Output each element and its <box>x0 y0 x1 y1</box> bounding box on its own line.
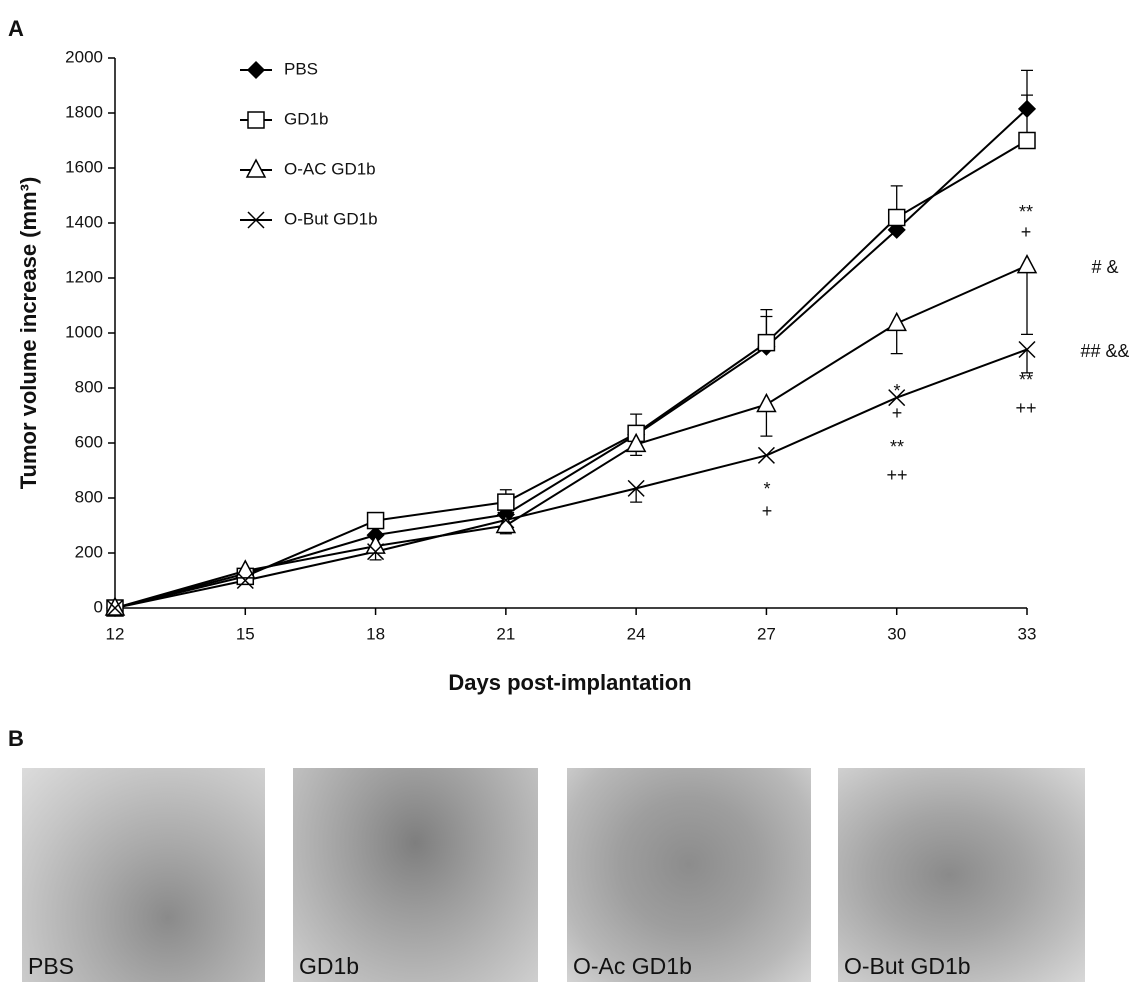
photo-label: O-Ac GD1b <box>573 953 692 979</box>
error-bar <box>630 488 643 503</box>
panel-label: B <box>8 726 24 751</box>
panel-label: A <box>8 16 24 41</box>
marker <box>497 493 515 511</box>
x-tick-label: 21 <box>496 624 515 643</box>
x-tick-label: 15 <box>236 624 255 643</box>
marker <box>367 543 385 561</box>
marker <box>1018 131 1036 150</box>
series-line <box>114 264 1028 609</box>
significance-mark: + <box>1021 222 1032 242</box>
marker <box>756 392 777 413</box>
legend-label: O-AC GD1b <box>284 159 376 178</box>
y-tick-label: 600 <box>75 432 103 451</box>
significance-mark: * <box>763 479 770 499</box>
photo-label: PBS <box>28 953 75 979</box>
legend-label: PBS <box>284 59 318 78</box>
y-tick-label: 1800 <box>65 102 103 121</box>
significance-mark: ## && <box>1080 341 1129 361</box>
legend-marker <box>245 158 267 178</box>
x-tick-label: 30 <box>887 624 906 643</box>
significance-mark: + <box>762 501 773 521</box>
marker <box>627 479 645 497</box>
marker <box>887 208 906 227</box>
marker <box>365 534 386 554</box>
y-tick-label: 1000 <box>65 322 103 341</box>
marker <box>1017 99 1037 118</box>
significance-mark: + <box>892 403 903 423</box>
marker <box>106 599 124 617</box>
y-tick-label: 2000 <box>65 47 103 66</box>
significance-mark: # & <box>1091 257 1118 277</box>
marker <box>104 596 126 616</box>
series-line <box>114 348 1028 609</box>
legend-marker <box>246 60 266 80</box>
legend-label: GD1b <box>284 109 328 128</box>
legend-marker <box>247 211 265 229</box>
x-axis-title: Days post-implantation <box>448 670 691 695</box>
legend-marker <box>247 111 265 129</box>
y-tick-label: 1600 <box>65 157 103 176</box>
significance-mark: * <box>893 381 900 401</box>
photo: O-Ac GD1b <box>567 768 811 982</box>
y-tick-label: 800 <box>75 377 103 396</box>
marker <box>888 389 906 407</box>
y-tick-label: 800 <box>75 487 103 506</box>
y-tick-label: 1400 <box>65 212 103 231</box>
x-tick-label: 24 <box>627 624 646 643</box>
x-tick-label: 27 <box>757 624 776 643</box>
legend-label: O-But GD1b <box>284 209 378 228</box>
chart: A B Days post-implantation Tumor volume … <box>8 16 1129 751</box>
significance-mark: ++ <box>1015 398 1036 418</box>
photo: O-But GD1b <box>838 768 1085 982</box>
y-tick-label: 0 <box>94 597 103 616</box>
series-line <box>114 108 1028 609</box>
photo: GD1b <box>293 768 538 982</box>
y-tick-label: 200 <box>75 542 103 561</box>
marker <box>366 511 385 530</box>
significance-mark: ** <box>1019 202 1033 222</box>
marker <box>235 559 256 579</box>
marker <box>236 571 254 590</box>
marker <box>1016 254 1038 274</box>
error-bar <box>1021 349 1033 374</box>
marker <box>497 511 515 529</box>
marker <box>1018 340 1036 359</box>
y-axis-title: Tumor volume increase (mm³) <box>16 177 41 490</box>
x-tick-label: 33 <box>1018 624 1037 643</box>
photo-label: GD1b <box>299 953 360 979</box>
significance-mark: ++ <box>886 465 907 485</box>
marker <box>625 432 647 453</box>
marker <box>757 446 775 464</box>
x-tick-label: 12 <box>106 624 125 643</box>
significance-mark: ** <box>1019 370 1033 390</box>
marker <box>757 333 776 352</box>
error-bar <box>1021 265 1033 336</box>
significance-mark: ** <box>890 437 904 457</box>
x-tick-label: 18 <box>366 624 385 643</box>
y-tick-label: 1200 <box>65 267 103 286</box>
photo: PBS <box>22 768 265 982</box>
photo-label: O-But GD1b <box>844 953 971 979</box>
marker <box>886 311 907 332</box>
